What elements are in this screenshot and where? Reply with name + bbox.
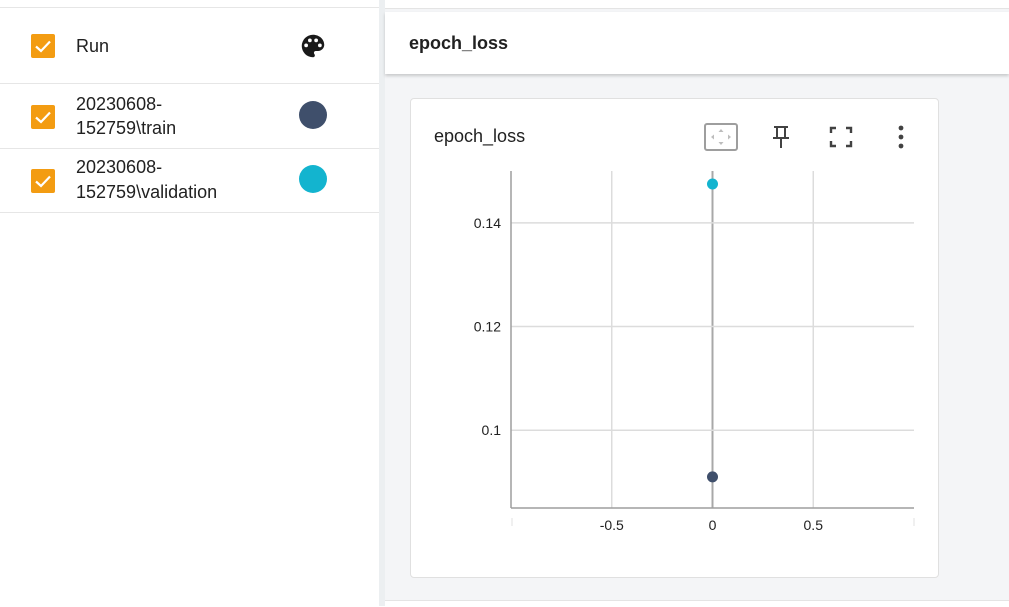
group-title: epoch_loss [409,33,509,53]
run-name-line2: 152759\validation [76,182,218,202]
run-color-swatch[interactable] [299,101,327,129]
check-icon [35,40,51,53]
y-tick-label: 0.1 [482,422,502,438]
x-tick-label: 0 [709,517,717,533]
y-tick-label: 0.12 [474,319,501,335]
main-content: epoch_loss epoch_loss -0.5 0 0.5 0.1 0.12 0.1… [385,0,1009,607]
runs-header-row: Run [0,8,379,84]
data-point [707,471,718,483]
runs-top-divider [0,7,379,8]
pin-icon[interactable] [763,121,799,153]
x-tick-label: 0.5 [804,517,824,533]
scalar-card: epoch_loss -0.5 0 0.5 0.1 0.12 0.14 [410,98,939,578]
run-color-swatch[interactable] [299,165,327,193]
x-tick-label: -0.5 [600,517,624,533]
check-icon [35,111,51,124]
select-all-runs-checkbox[interactable] [31,34,55,58]
fit-domain-icon[interactable] [703,121,739,153]
check-icon [35,175,51,188]
y-tick-label: 0.14 [474,215,501,231]
top-strip [385,0,1009,9]
runs-header-label: Run [76,36,110,56]
more-vert-icon[interactable] [883,121,919,153]
card-title: epoch_loss [434,126,526,146]
runs-panel: Run 20230608- 152759\train 20230608- 152… [0,0,379,606]
run-checkbox[interactable] [31,105,55,129]
run-row: 20230608- 152759\validation [0,149,379,213]
scalar-chart[interactable]: -0.5 0 0.5 0.1 0.12 0.14 [411,99,938,577]
run-name-line2: 152759\train [76,118,177,138]
data-point [707,178,718,190]
run-checkbox[interactable] [31,169,55,193]
panel-resize-handle[interactable] [379,0,385,606]
bottom-divider [385,600,1009,607]
run-name-line1: 20230608- [76,94,163,114]
run-name-line1: 20230608- [76,157,163,177]
card-group-header[interactable]: epoch_loss [385,12,1009,74]
palette-icon[interactable] [298,31,328,61]
fullscreen-icon[interactable] [823,121,859,153]
run-row: 20230608- 152759\train [0,84,379,149]
